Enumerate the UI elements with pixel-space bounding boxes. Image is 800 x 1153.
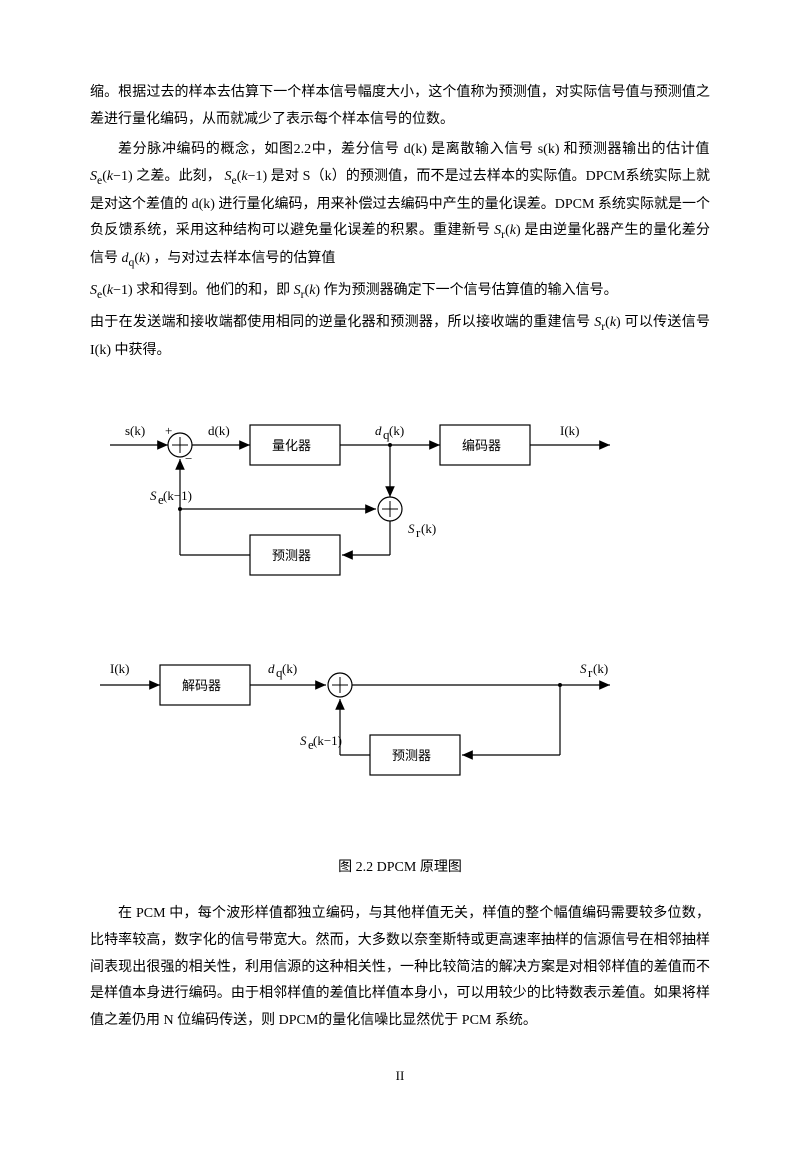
predictor-label: 预测器 — [272, 548, 311, 563]
svg-text:d: d — [375, 423, 382, 438]
svg-text:d: d — [268, 661, 275, 676]
label-dk: d(k) — [208, 423, 230, 438]
svg-text:−: − — [185, 451, 192, 466]
svg-text:(k): (k) — [593, 661, 608, 676]
quantizer-label: 量化器 — [272, 438, 311, 453]
svg-text:(k−1): (k−1) — [313, 733, 342, 748]
text: 差分脉冲编码的概念，如图2.2中，差分信号 d(k) 是离散输入信号 s(k) … — [118, 142, 710, 157]
predictor-label-2: 预测器 — [392, 748, 431, 763]
svg-text:S: S — [300, 733, 307, 748]
svg-text:(k−1): (k−1) — [163, 488, 192, 503]
svg-text:S: S — [580, 661, 587, 676]
text: 作为预测器确定下一个信号估算值的输入信号。 — [324, 283, 618, 298]
text: 由于在发送端和接收端都使用相同的逆量化器和预测器，所以接收端的重建信号 — [90, 315, 594, 330]
dpcm-encoder-diagram: s(k) + − d(k) 量化器 dq(k) 编码器 I(k) Sr(k) 预… — [90, 405, 710, 585]
figure-caption: 图 2.2 DPCM 原理图 — [90, 855, 710, 882]
page-number: II — [90, 1064, 710, 1089]
dpcm-decoder-diagram: I(k) 解码器 dq(k) Sr(k) 预测器 Se(k−1) — [90, 645, 710, 795]
text: 之差。此刻， — [136, 169, 221, 184]
label-sk: s(k) — [125, 423, 145, 438]
decoder-label: 解码器 — [182, 678, 221, 693]
label-ik2: I(k) — [110, 661, 130, 676]
text: ，与对过去样本信号的估算值 — [153, 251, 335, 266]
para-4: 由于在发送端和接收端都使用相同的逆量化器和预测器，所以接收端的重建信号 Sr(k… — [90, 310, 710, 365]
svg-text:S: S — [150, 488, 157, 503]
para-1: 缩。根据过去的样本去估算下一个样本信号幅度大小，这个值称为预测值，对实际信号值与… — [90, 80, 710, 133]
para-3: Se(k−1) 求和得到。他们的和，即 Sr(k) 作为预测器确定下一个信号估算… — [90, 278, 710, 306]
para-2: 差分脉冲编码的概念，如图2.2中，差分信号 d(k) 是离散输入信号 s(k) … — [90, 137, 710, 274]
encoder-label: 编码器 — [462, 438, 501, 453]
svg-text:(k): (k) — [421, 521, 436, 536]
svg-text:S: S — [408, 521, 415, 536]
text: 求和得到。他们的和，即 — [136, 283, 294, 298]
label-ik: I(k) — [560, 423, 580, 438]
svg-text:(k): (k) — [282, 661, 297, 676]
svg-text:+: + — [165, 423, 172, 438]
para-5: 在 PCM 中，每个波形样值都独立编码，与其他样值无关，样值的整个幅值编码需要较… — [90, 901, 710, 1034]
svg-text:(k): (k) — [389, 423, 404, 438]
